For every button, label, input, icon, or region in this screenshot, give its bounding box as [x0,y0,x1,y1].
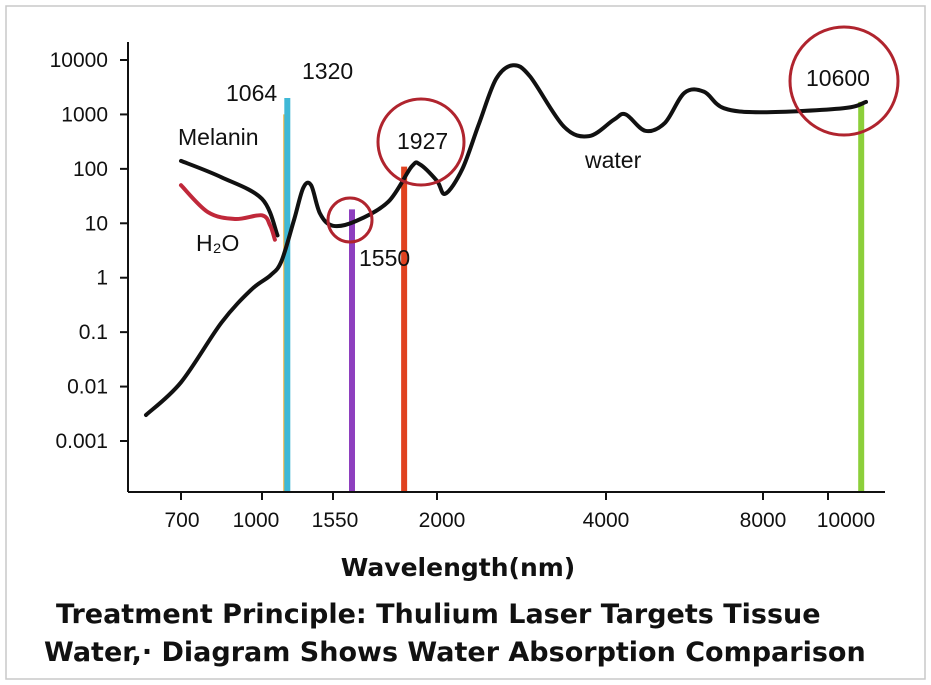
curve-h-o [179,183,277,242]
caption-line-1: Treatment Principle: Thulium Laser Targe… [56,599,821,630]
laser-label-1064: 1064 [226,80,277,106]
highlight-circle-1550 [326,196,374,244]
figure-border [5,5,926,680]
curves [144,63,868,417]
highlight-circle-1927 [376,97,466,187]
y-tick-label: 100 [73,158,108,181]
x-tick-label: 8000 [740,509,787,532]
laser-label-10600: 10600 [806,65,870,91]
highlight-circles [326,25,900,244]
y-tick-label: 0.01 [67,376,108,399]
y-tick-label: 10000 [50,49,108,72]
laser-label-1927: 1927 [397,128,448,154]
x-tick-label: 10000 [817,509,875,532]
x-tick-label: 2000 [419,509,466,532]
y-tick-label: 10 [85,212,108,235]
y-tick-label: 1000 [61,103,108,126]
x-tick-label: 1000 [233,509,280,532]
annotation-h2o: H₂O [196,230,239,256]
laser-lines [283,98,865,491]
curve-melanin [179,158,280,238]
laser-label-1320: 1320 [302,58,353,84]
x-tick-label: 700 [164,509,199,532]
y-tick-label: 1 [96,267,108,290]
x-tick-label: 1550 [312,509,359,532]
y-ticks: 10000 1000 100 10 1 0.1 0.01 0.001 [50,49,128,453]
y-tick-label: 0.1 [79,321,108,344]
annotation-water: water [584,147,642,173]
highlight-circle-10600 [788,25,900,137]
x-tick-label: 4000 [583,509,630,532]
x-ticks: 700 1000 1550 2000 4000 8000 10000 [164,492,875,532]
x-axis-label: Wavelength(nm) [341,553,575,582]
y-tick-label: 0.001 [55,430,108,453]
caption-line-2: Water,· Diagram Shows Water Absorption C… [44,637,866,668]
curve-water [144,63,868,417]
laser-label-1550: 1550 [359,245,410,271]
annotation-melanin: Melanin [178,124,259,150]
